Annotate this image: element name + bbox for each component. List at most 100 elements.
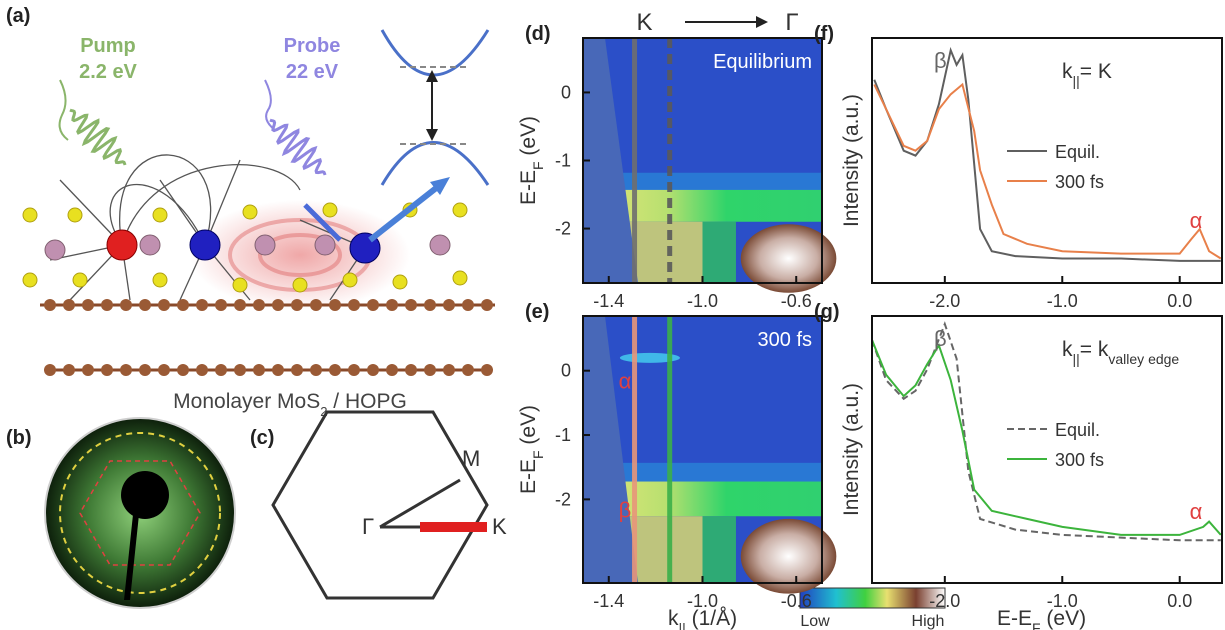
arrowhead xyxy=(756,16,768,28)
graphite-atom xyxy=(215,364,227,376)
graphite-atom xyxy=(196,299,208,311)
colorbar-low: Low xyxy=(800,613,830,630)
x-tick-label: -1.4 xyxy=(593,591,624,611)
peak-label: β xyxy=(619,497,632,522)
panel-label: (a) xyxy=(6,5,30,27)
probe-label: Probe xyxy=(284,35,341,57)
point-label: K xyxy=(492,514,507,539)
graphite-atom xyxy=(367,364,379,376)
x-tick-label: -1.0 xyxy=(687,291,718,311)
graphite-atom xyxy=(234,364,246,376)
s-atom xyxy=(393,275,407,289)
x-tick-label: -0.6 xyxy=(781,591,812,611)
s-atom xyxy=(73,273,87,287)
point-label: M xyxy=(462,446,480,471)
graphite-atom xyxy=(329,364,341,376)
sample-caption: Monolayer MoS2 / HOPG xyxy=(173,390,407,419)
graphite-atom xyxy=(177,364,189,376)
panel-b: (b) xyxy=(6,418,235,608)
graphite-atom xyxy=(386,364,398,376)
mo-atom xyxy=(315,235,335,255)
rich-label: k||= kvalley edge xyxy=(1062,338,1179,367)
subscript: valley edge xyxy=(1108,351,1179,367)
panel-c: (c) Γ M K xyxy=(250,412,507,598)
graphite-atom xyxy=(310,364,322,376)
pump-wave xyxy=(60,80,68,140)
pump-energy: 2.2 eV xyxy=(79,61,137,83)
graphite-atom xyxy=(443,299,455,311)
legend-label: 300 fs xyxy=(1055,450,1104,470)
graphite-atom xyxy=(481,364,493,376)
arrowhead xyxy=(426,129,438,141)
subscript: F xyxy=(530,161,546,170)
panel-heatmap: (e)300 fsαβ-2-10-1.4-1.0-0.6E-EF (eV)k||… xyxy=(517,301,836,630)
s-atom xyxy=(343,273,357,287)
graphite-atom xyxy=(215,299,227,311)
annotation: 300 fs xyxy=(758,329,812,351)
graphite-atom xyxy=(234,299,246,311)
graphite-atom xyxy=(272,299,284,311)
label-text: = K xyxy=(1080,60,1112,83)
map-lower xyxy=(703,222,736,283)
y-tick-label: -1 xyxy=(555,151,571,171)
valence-band xyxy=(382,143,488,186)
label-text: (eV) xyxy=(1041,607,1087,630)
graphite-atom xyxy=(139,364,151,376)
graphite-atom xyxy=(272,364,284,376)
graphite-atom xyxy=(44,299,56,311)
graphite-atom xyxy=(101,364,113,376)
graphite-atom xyxy=(424,364,436,376)
x-tick-label: -2.0 xyxy=(929,591,960,611)
rich-label: E-EF (eV) xyxy=(517,116,546,205)
pump-packet xyxy=(70,110,125,165)
excited-atom xyxy=(107,230,137,260)
graphite-atom xyxy=(424,299,436,311)
map-lower xyxy=(703,516,736,583)
graphite-atom xyxy=(405,364,417,376)
label-text: k xyxy=(1062,60,1073,83)
wave-packet xyxy=(70,110,125,165)
caption-text: Monolayer MoS xyxy=(173,390,320,413)
rich-label: k|| (1/Å) xyxy=(668,607,737,630)
probe-energy: 22 eV xyxy=(286,61,339,83)
graphite-atom xyxy=(177,299,189,311)
mo-atom xyxy=(45,240,65,260)
y-tick-label: -2 xyxy=(555,219,571,239)
x-tick-label: 0.0 xyxy=(1167,291,1192,311)
y-tick-label: 0 xyxy=(561,361,571,381)
ylabel: Intensity (a.u.) xyxy=(840,383,863,516)
graphite-atom xyxy=(386,299,398,311)
graphite-atom xyxy=(82,299,94,311)
graphite-atom xyxy=(291,299,303,311)
photoelectron-arrow xyxy=(370,185,440,240)
wave-packet xyxy=(270,120,325,175)
caption-text: / HOPG xyxy=(327,390,406,413)
plot-frame xyxy=(872,38,1222,283)
s-atom xyxy=(453,271,467,285)
graphite-atom xyxy=(348,299,360,311)
label-text: E-E xyxy=(517,170,540,205)
annotation: Equilibrium xyxy=(713,51,812,73)
s-atom xyxy=(243,205,257,219)
x-tick-label: 0.0 xyxy=(1167,591,1192,611)
subscript: || xyxy=(1073,351,1080,367)
s-atom xyxy=(323,203,337,217)
panel-a: (a) Pump 2.2 eV Probe 22 eV Monolayer Mo… xyxy=(6,5,495,419)
label-text: = k xyxy=(1080,338,1109,361)
s-atom xyxy=(23,208,37,222)
graphite-atom xyxy=(63,299,75,311)
y-tick-label: 0 xyxy=(561,82,571,102)
label-text: E-E xyxy=(517,459,540,494)
y-tick-label: -1 xyxy=(555,425,571,445)
graphite-atom xyxy=(63,364,75,376)
mo-atom xyxy=(255,235,275,255)
panel-label: (d) xyxy=(525,23,551,45)
subscript: || xyxy=(1073,73,1080,89)
point-label: Γ xyxy=(362,514,374,539)
label-text: k xyxy=(1062,338,1073,361)
graphite-atom xyxy=(348,364,360,376)
peak-label: α xyxy=(619,369,632,394)
graphite-atom xyxy=(158,364,170,376)
graphite-atom xyxy=(120,299,132,311)
label-text: (eV) xyxy=(517,116,540,162)
